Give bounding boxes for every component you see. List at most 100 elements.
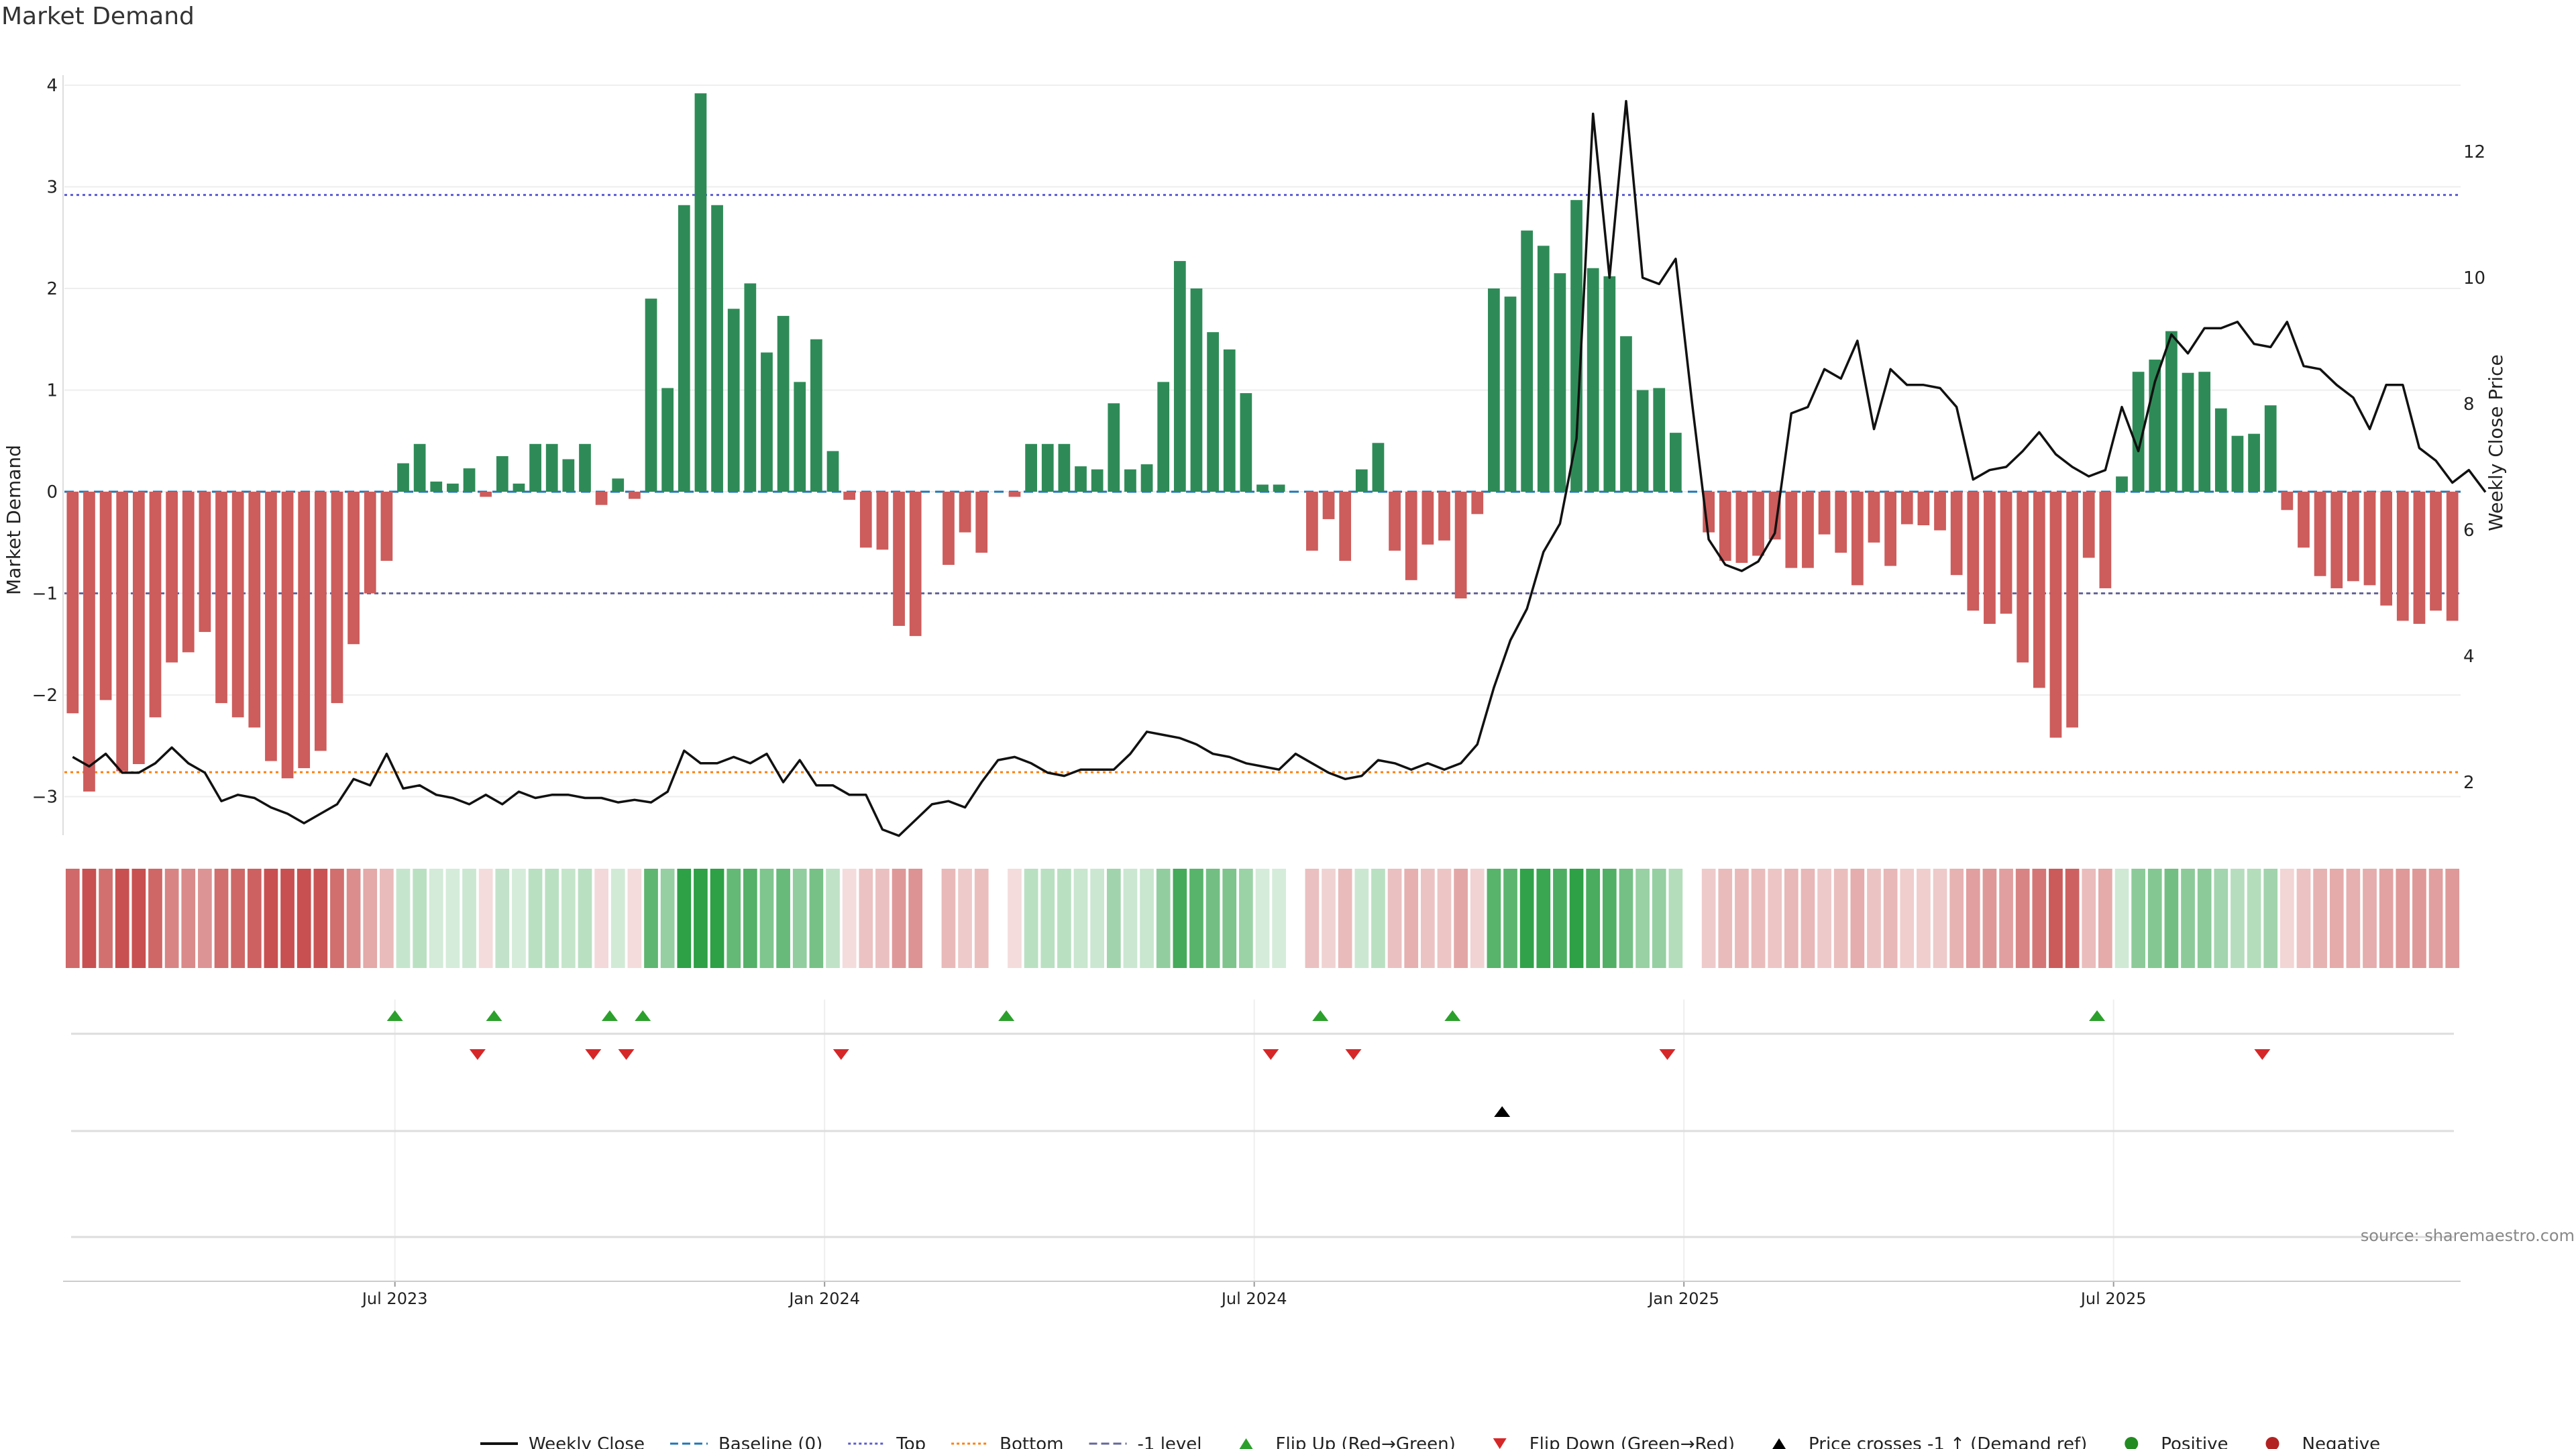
heat-cell: [1735, 869, 1749, 968]
demand-bar: [562, 459, 575, 492]
demand-bar: [265, 492, 277, 761]
demand-bar: [463, 468, 476, 492]
demand-bar: [1884, 492, 1896, 566]
heat-cell: [859, 869, 873, 968]
heat-cell: [214, 869, 229, 968]
demand-bar: [1041, 443, 1054, 492]
y2-tick-label: 4: [2463, 647, 2475, 667]
demand-bar: [2033, 492, 2045, 688]
demand-bar: [231, 492, 244, 718]
demand-bar: [2314, 492, 2326, 576]
demand-bar: [975, 492, 988, 553]
heat-cell: [1503, 869, 1517, 968]
heat-cell: [2181, 869, 2195, 968]
heat-cell: [2396, 869, 2410, 968]
demand-bar: [711, 205, 723, 492]
y2-tick-label: 2: [2463, 773, 2475, 793]
heat-cell: [1272, 869, 1286, 968]
legend-item: -1 level: [1089, 1434, 1202, 1449]
flip-down-marker: [833, 1049, 849, 1060]
heat-cell: [908, 869, 923, 968]
heat-cell: [247, 869, 262, 968]
y2-tick-label: 8: [2463, 394, 2475, 415]
flip-up-marker: [2089, 1010, 2106, 1021]
legend-item: Weekly Close: [480, 1434, 645, 1449]
heat-cell: [1668, 869, 1683, 968]
heat-cell: [809, 869, 824, 968]
demand-bar: [149, 492, 162, 718]
heat-cell: [346, 869, 361, 968]
demand-bar: [2214, 408, 2227, 492]
heat-cell: [1470, 869, 1485, 968]
demand-bar: [1785, 492, 1798, 568]
heat-cell: [1338, 869, 1352, 968]
heat-cell: [1635, 869, 1650, 968]
legend-label: Price crosses -1 ↑ (Demand ref): [1809, 1434, 2087, 1449]
heat-cell: [578, 869, 592, 968]
flip-up-marker: [486, 1010, 502, 1021]
heat-cell: [1900, 869, 1915, 968]
demand-bar: [2198, 372, 2211, 492]
demand-bar: [199, 492, 211, 633]
y-tick-label: −2: [32, 686, 58, 706]
heat-cell: [1040, 869, 1055, 968]
demand-bar: [1157, 382, 1170, 492]
demand-bar: [1140, 464, 1153, 492]
demand-bar: [331, 492, 343, 704]
heat-cell: [280, 869, 294, 968]
demand-bar: [1421, 492, 1434, 545]
demand-bar: [595, 492, 608, 505]
demand-bar: [2165, 331, 2178, 492]
y-tick-label: 4: [46, 76, 58, 96]
heat-cell: [1586, 869, 1601, 968]
heat-cell: [2247, 869, 2261, 968]
demand-bar: [1587, 268, 1599, 492]
heat-cell: [2379, 869, 2394, 968]
demand-bar: [1719, 492, 1731, 561]
demand-bar: [99, 492, 112, 700]
demand-bar: [413, 443, 426, 492]
heat-cell: [2214, 869, 2229, 968]
heat-cell: [396, 869, 411, 968]
demand-bar: [447, 483, 459, 492]
heat-cell: [363, 869, 378, 968]
legend-label: Positive: [2161, 1434, 2228, 1449]
flip-down-marker: [1659, 1049, 1676, 1060]
demand-bar: [2298, 492, 2310, 548]
heat-cell: [694, 869, 708, 968]
heat-cell: [1140, 869, 1154, 968]
demand-bar: [645, 299, 657, 492]
flip-up-marker: [1444, 1010, 1461, 1021]
demand-bar: [859, 492, 872, 548]
heat-cell: [743, 869, 757, 968]
demand-bar: [1091, 469, 1104, 492]
heat-cell: [1768, 869, 1782, 968]
y2-tick-label: 6: [2463, 521, 2475, 541]
demand-bar: [1554, 273, 1566, 492]
demand-bar: [1802, 492, 1814, 568]
heat-cell: [776, 869, 790, 968]
x-tick-label: Jan 2025: [1647, 1289, 1719, 1308]
demand-bar: [2182, 372, 2194, 492]
flip-down-marker: [618, 1049, 635, 1060]
heat-cell: [512, 869, 526, 968]
heat-cell: [2147, 869, 2162, 968]
heat-cell: [1784, 869, 1799, 968]
legend-label: Bottom: [1000, 1434, 1063, 1449]
demand-bar: [579, 443, 591, 492]
demand-bar: [1620, 336, 1632, 492]
heat-cell: [1966, 869, 1980, 968]
heat-cell: [131, 869, 146, 968]
heat-cell: [528, 869, 543, 968]
legend-item: Negative: [2265, 1434, 2380, 1449]
demand-bar: [2281, 492, 2294, 511]
demand-bar: [909, 492, 922, 637]
heat-cell: [2296, 869, 2311, 968]
heat-cell: [2032, 869, 2047, 968]
legend-item: Flip Down (Green→Red): [1493, 1434, 1735, 1449]
demand-bar: [66, 492, 79, 714]
heat-cell: [148, 869, 162, 968]
heat-cell: [2231, 869, 2245, 968]
demand-bar: [1075, 466, 1087, 492]
heat-cell: [2114, 869, 2129, 968]
